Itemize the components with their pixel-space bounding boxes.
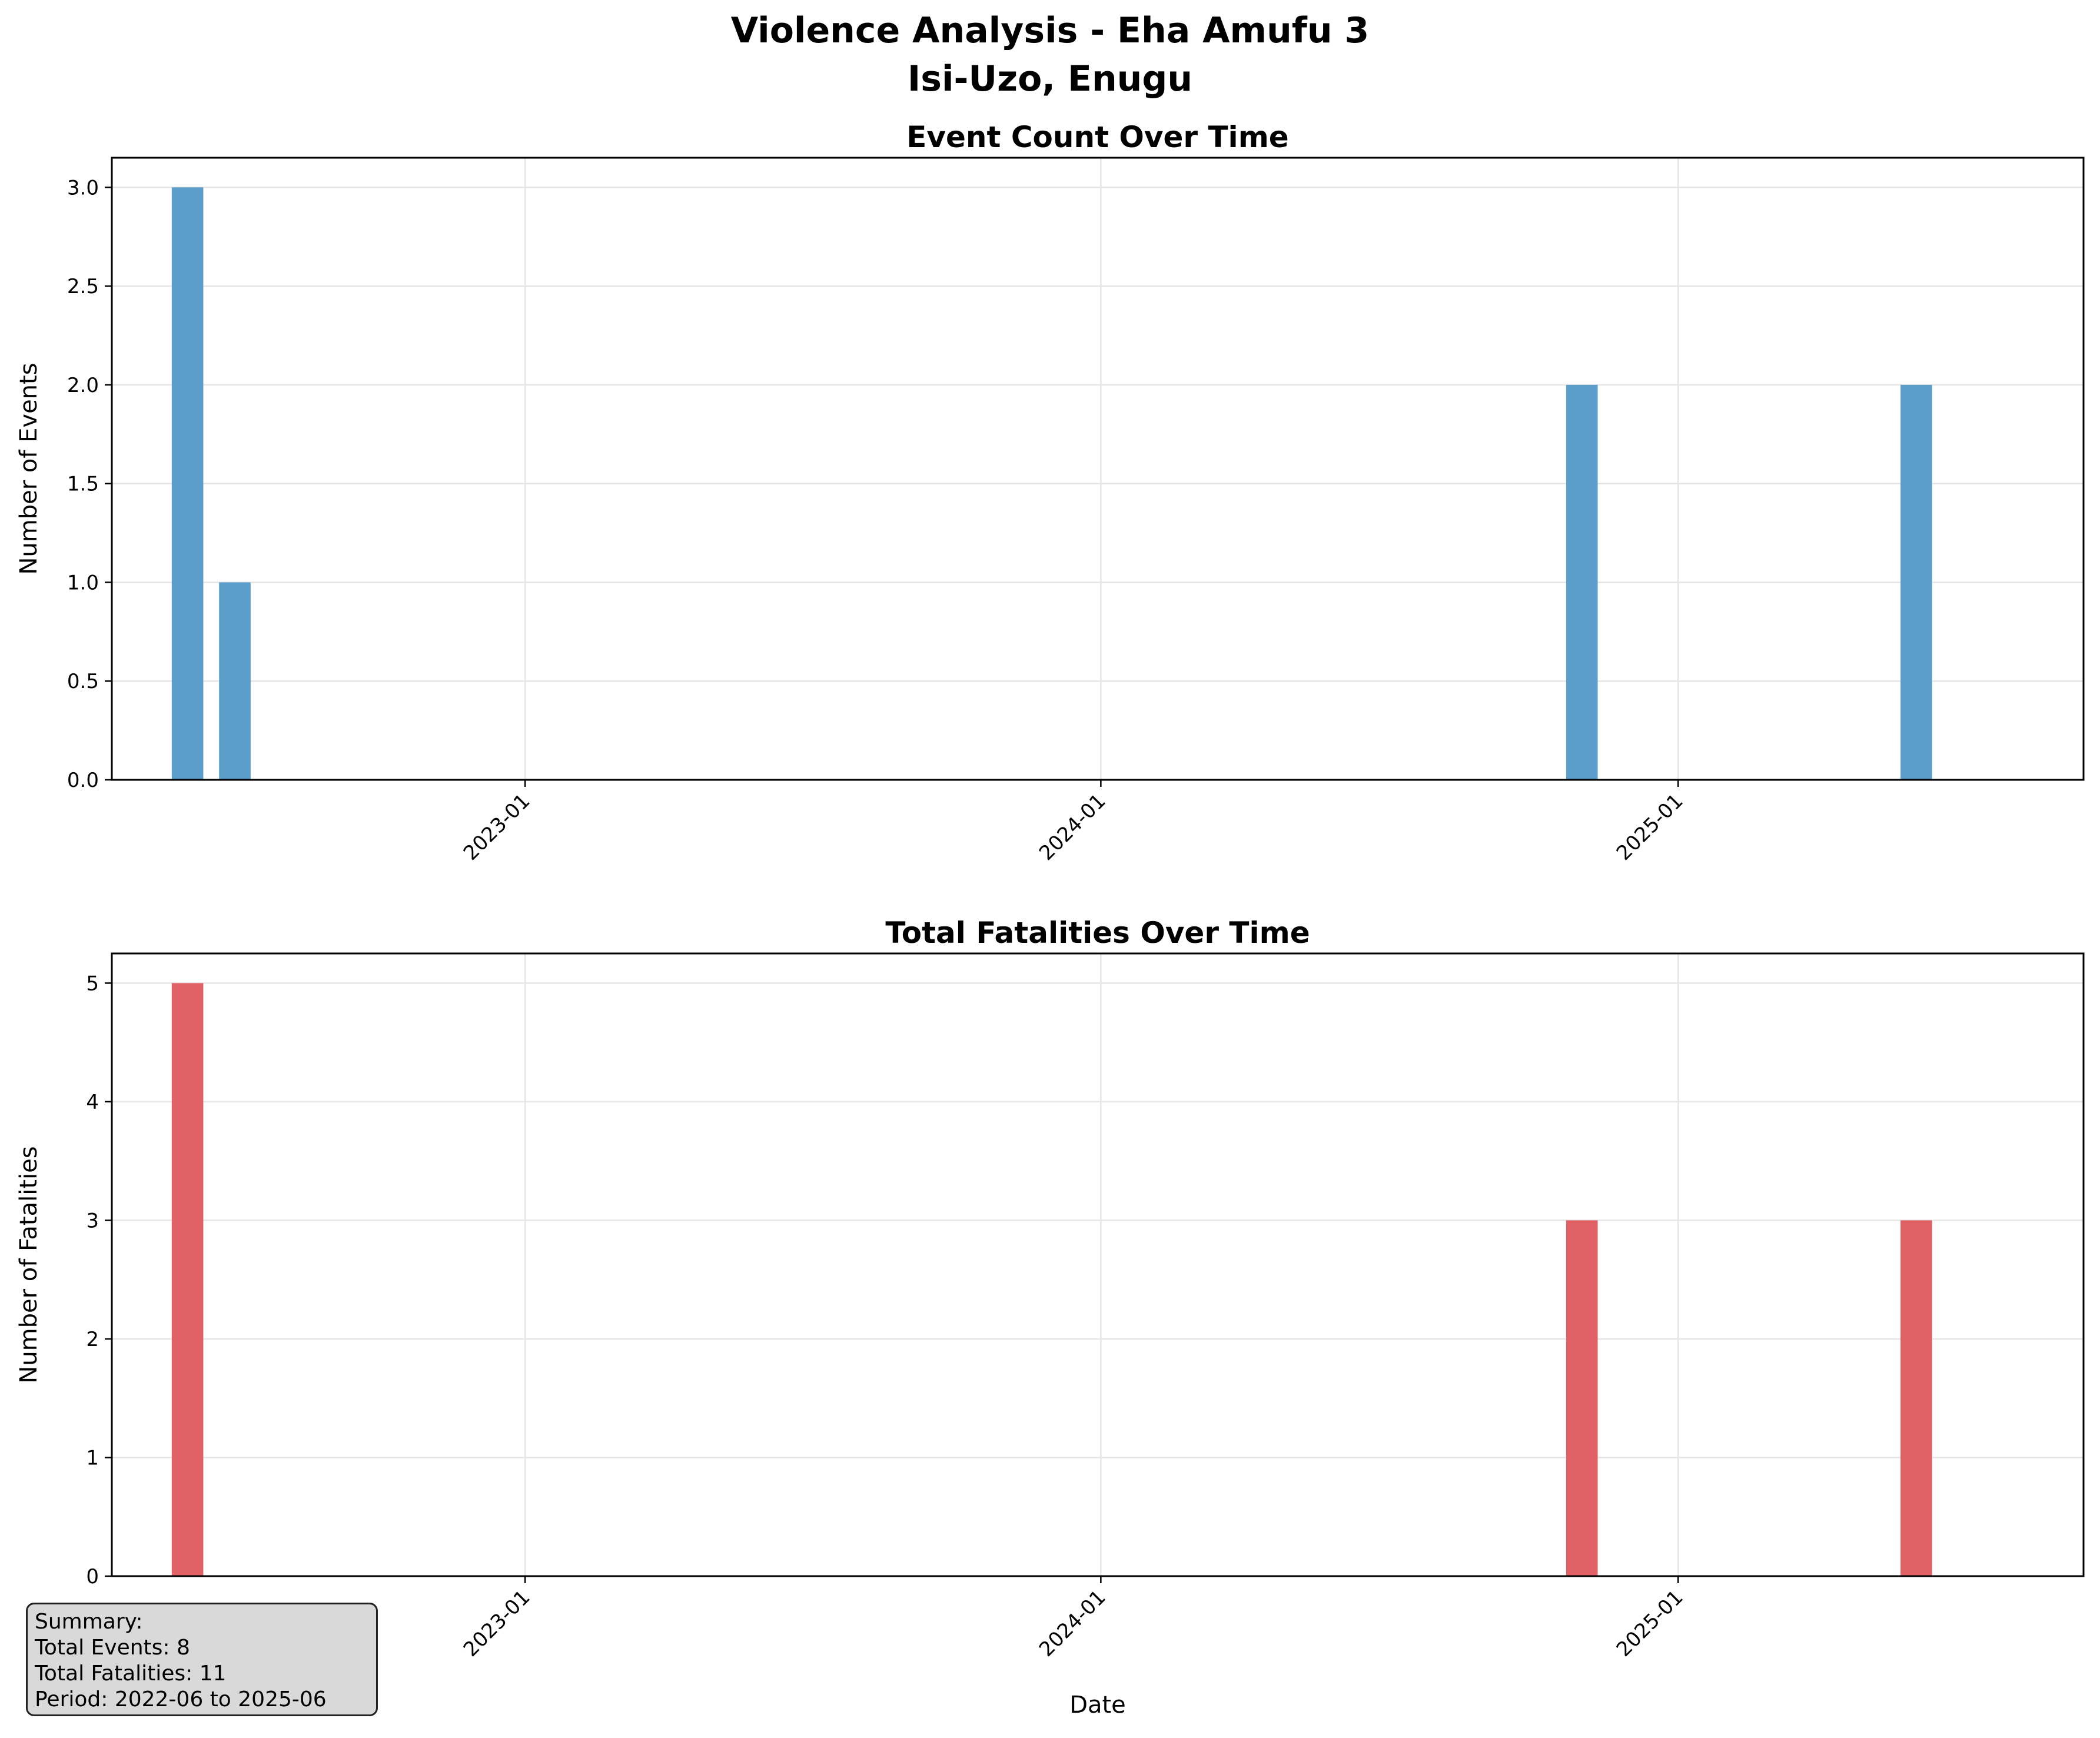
fatalities-y-tick-label: 4 — [86, 1091, 99, 1114]
events-x-tick-label: 2023-01 — [459, 789, 535, 865]
figure-title: Violence Analysis - Eha Amufu 3 — [730, 10, 1370, 51]
fatalities-x-tick-label: 2023-01 — [459, 1586, 535, 1661]
summary-box: Summary: Total Events: 8 Total Fatalitie… — [26, 1603, 378, 1716]
summary-total-fatalities: Total Fatalities: 11 — [35, 1661, 227, 1686]
events-axes-frame — [111, 157, 2085, 781]
events-bar — [1900, 384, 1932, 780]
fatalities-x-tick-label: 2025-01 — [1612, 1586, 1688, 1661]
fatalities-y-tick-label: 3 — [86, 1209, 99, 1232]
fatalities-panel-title: Total Fatalities Over Time — [885, 916, 1310, 950]
fatalities-y-tick-label: 1 — [86, 1446, 99, 1470]
fatalities-y-tick-label: 0 — [86, 1565, 99, 1589]
events-x-tick-label: 2024-01 — [1035, 789, 1111, 865]
fatalities-axes-frame — [111, 952, 2085, 1577]
events-y-tick-label: 2.0 — [67, 374, 99, 397]
fatalities-x-tick-label: 2024-01 — [1035, 1586, 1111, 1661]
summary-heading: Summary: — [35, 1610, 143, 1634]
fatalities-y-axis-label: Number of Fatalities — [15, 1146, 42, 1383]
fatalities-y-tick-label: 2 — [86, 1328, 99, 1351]
fatalities-bar — [1900, 1220, 1932, 1576]
events-y-tick-label: 1.5 — [67, 473, 99, 496]
events-bar — [219, 582, 251, 780]
events-y-tick-label: 0.5 — [67, 670, 99, 693]
events-y-tick-label: 3.0 — [67, 176, 99, 200]
events-x-tick-label: 2025-01 — [1612, 789, 1688, 865]
summary-total-events: Total Events: 8 — [35, 1636, 190, 1660]
fatalities-bar — [1566, 1220, 1598, 1576]
events-y-tick-label: 1.0 — [67, 571, 99, 594]
events-bar — [1566, 384, 1598, 780]
events-bar — [171, 187, 204, 780]
events-panel-title: Event Count Over Time — [906, 120, 1288, 154]
fatalities-bar — [171, 983, 204, 1576]
events-y-tick-label: 0.0 — [67, 769, 99, 792]
figure-subtitle: Isi-Uzo, Enugu — [907, 58, 1193, 99]
summary-period: Period: 2022-06 to 2025-06 — [35, 1687, 327, 1712]
events-y-axis-label: Number of Events — [15, 363, 42, 574]
fatalities-x-axis-label: Date — [1069, 1692, 1126, 1719]
events-y-tick-label: 2.5 — [67, 275, 99, 298]
fatalities-y-tick-label: 5 — [86, 972, 99, 995]
